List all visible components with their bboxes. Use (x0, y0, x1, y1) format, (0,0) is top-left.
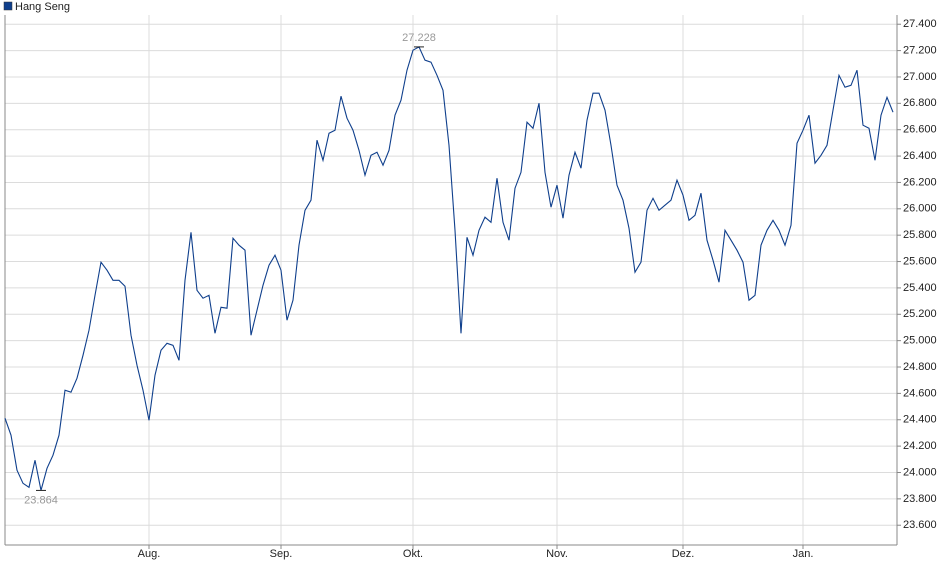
y-tick-label: 26.600 (903, 124, 937, 136)
line-series (4, 46, 894, 491)
y-tick-label: 24.800 (903, 361, 937, 373)
y-tick-label: 24.000 (903, 466, 937, 478)
y-tick-label: 26.200 (903, 176, 937, 188)
x-tick-label: Sep. (270, 548, 293, 560)
y-tick-label: 25.200 (903, 308, 937, 320)
y-tick-label: 25.400 (903, 282, 937, 294)
legend-swatch (3, 1, 13, 11)
y-tick-label: 27.200 (903, 45, 937, 57)
x-tick-label: Dez. (672, 548, 695, 560)
y-tick-label: 25.600 (903, 255, 937, 267)
y-tick-label: 24.200 (903, 440, 937, 452)
x-tick-label: Jan. (793, 548, 814, 560)
y-tick-label: 27.000 (903, 71, 937, 83)
y-tick-label: 26.000 (903, 203, 937, 215)
y-tick-label: 27.400 (903, 18, 937, 30)
y-tick-label: 23.800 (903, 493, 937, 505)
y-tick-label: 24.400 (903, 414, 937, 426)
x-tick-label: Okt. (403, 548, 423, 560)
y-tick-label: 24.600 (903, 387, 937, 399)
x-tick-label: Aug. (138, 548, 161, 560)
annotation-label: 27.228 (402, 32, 436, 44)
y-tick-label: 23.600 (903, 519, 937, 531)
legend-label: Hang Seng (15, 1, 70, 13)
x-tick-label: Nov. (546, 548, 568, 560)
y-tick-label: 25.000 (903, 335, 937, 347)
annotation-label: 23.864 (24, 494, 58, 506)
y-tick-label: 25.800 (903, 229, 937, 241)
y-tick-label: 26.800 (903, 97, 937, 109)
y-tick-label: 26.400 (903, 150, 937, 162)
